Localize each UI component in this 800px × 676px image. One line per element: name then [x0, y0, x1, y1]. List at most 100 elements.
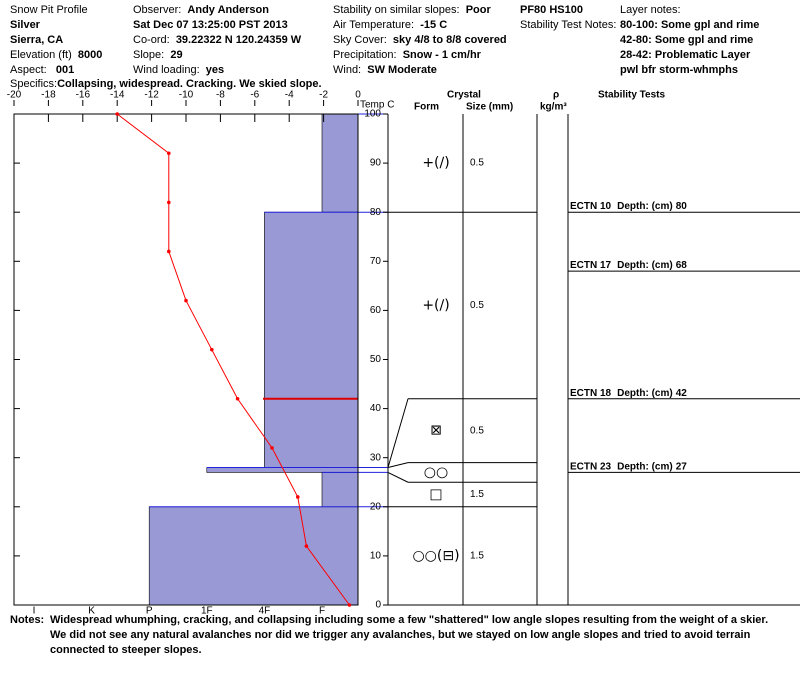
y-tick-label: 20 — [370, 501, 382, 512]
boundary-connector — [387, 471, 409, 483]
temperature-point — [167, 249, 171, 254]
column-header: ρ — [553, 90, 559, 101]
label: Sky Cover: — [333, 34, 387, 46]
column-header: kg/m³ — [540, 102, 567, 113]
label: Specifics: — [10, 78, 58, 90]
crystal-size: 0.5 — [470, 425, 484, 436]
value: 001 — [55, 64, 75, 76]
value: -15 C — [420, 19, 448, 31]
wind: Wind: SW Moderate — [333, 64, 437, 77]
column-header: Form — [414, 102, 439, 113]
layer-note: 42-80: Some gpl and rime — [620, 34, 754, 46]
elevation: Elevation (ft) 8000 — [10, 49, 102, 62]
label: Wind: — [333, 64, 362, 76]
x-tick-label: -12 — [144, 90, 159, 101]
x-tick-label: 0 — [355, 90, 361, 101]
y-tick-label: 90 — [370, 158, 382, 169]
label: Air Temperature: — [333, 19, 415, 31]
boundary-connector — [387, 462, 409, 469]
test-depth: 68 — [676, 260, 688, 271]
stability-test: ECTN 23 Depth: (cm) 27 — [570, 461, 687, 472]
y-tick-label: 80 — [370, 207, 382, 218]
layer-notes-label: Layer notes: — [620, 4, 681, 16]
test-depth: 42 — [676, 387, 688, 398]
crystal-form: +(∕) — [422, 155, 449, 171]
slope: Slope: 29 — [133, 49, 183, 62]
y-tick-label: 50 — [370, 354, 382, 365]
temperature-point — [347, 603, 352, 607]
label: Wind loading: — [133, 64, 200, 76]
value: sky 4/8 to 8/8 covered — [392, 34, 507, 46]
air-temp: Air Temperature: -15 C — [333, 19, 447, 32]
stability-test: ECTN 18 Depth: (cm) 42 — [570, 387, 687, 398]
crystal-form: ⊠ — [430, 423, 442, 439]
x-tick-label: -14 — [110, 90, 125, 101]
x-tick-label: -16 — [76, 90, 91, 101]
crystal-size: 0.5 — [470, 158, 484, 169]
x-tick-label: -8 — [216, 90, 225, 101]
crystal-form: ○○ — [424, 464, 448, 480]
value: 39.22322 N 120.24359 W — [175, 34, 302, 46]
label: Stability on similar slopes: — [333, 4, 460, 16]
hardness-label: P — [146, 606, 153, 617]
crystal-size: 1.5 — [470, 551, 484, 562]
boundary-connector — [387, 398, 409, 468]
x-axis-label: Temp C — [360, 100, 394, 111]
test-name: ECTN 18 — [570, 387, 612, 398]
temperature-point — [210, 347, 214, 352]
depth-label: Depth: (cm) — [617, 461, 673, 472]
column-header: Crystal — [447, 90, 481, 101]
hardness-layer — [321, 472, 359, 508]
specifics: Specifics:Collapsing, widespread. Cracki… — [10, 78, 322, 91]
label: Slope: — [133, 49, 165, 61]
value: yes — [205, 64, 225, 76]
stability: Stability on similar slopes: Poor — [333, 4, 491, 17]
test-name: ECTN 17 — [570, 260, 612, 271]
x-tick-label: -10 — [179, 90, 194, 101]
y-tick-label: 30 — [370, 452, 382, 463]
depth-label: Depth: (cm) — [617, 387, 673, 398]
layer-note: 80-100: Some gpl and rime — [620, 19, 760, 31]
label: Aspect: — [10, 64, 47, 76]
crystal-form: ○○(⊟) — [412, 548, 459, 564]
y-tick-label: 60 — [370, 305, 382, 316]
crystal-form: □ — [429, 487, 442, 503]
label: Co-ord: — [133, 34, 170, 46]
y-tick-label: 40 — [370, 403, 382, 414]
hardness-label: I — [33, 606, 36, 617]
y-tick-label: 100 — [364, 109, 381, 120]
crystal-form: +(∕) — [422, 297, 449, 313]
x-tick-label: -6 — [250, 90, 259, 101]
wind-loading: Wind loading: yes — [133, 64, 224, 77]
sky: Sky Cover: sky 4/8 to 8/8 covered — [333, 34, 507, 47]
depth-label: Depth: (cm) — [617, 260, 673, 271]
y-tick-label: 70 — [370, 256, 382, 267]
crystal-size: 0.5 — [470, 300, 484, 311]
aspect: Aspect: 001 — [10, 64, 74, 77]
stability-test: ECTN 10 Depth: (cm) 80 — [570, 201, 687, 212]
y-tick-label: 10 — [370, 551, 382, 562]
hardness-label: K — [88, 606, 95, 617]
layer-note: pwl bfr storm-whmphs — [620, 64, 738, 76]
notes-label: Notes: — [10, 614, 45, 626]
label: Precipitation: — [333, 49, 397, 61]
temperature-point — [167, 151, 171, 156]
hardness-label: 1F — [201, 606, 213, 617]
y-tick-label: 0 — [375, 600, 381, 611]
x-tick-label: -4 — [285, 90, 294, 101]
stability-test: ECTN 17 Depth: (cm) 68 — [570, 260, 687, 271]
temperature-point — [184, 298, 188, 303]
location: Silver — [10, 19, 40, 31]
precip: Precipitation: Snow - 1 cm/hr — [333, 49, 481, 62]
temperature-point — [115, 112, 119, 116]
label: Observer: — [133, 4, 182, 16]
hardness-layer — [148, 506, 359, 606]
value: 29 — [170, 49, 183, 61]
notes: Notes: Widespread whumphing, cracking, an… — [10, 613, 780, 658]
coord: Co-ord: 39.22322 N 120.24359 W — [133, 34, 301, 47]
pf: PF80 HS100 — [520, 4, 583, 16]
test-name: ECTN 10 — [570, 201, 612, 212]
column-header: Size (mm) — [466, 102, 513, 113]
